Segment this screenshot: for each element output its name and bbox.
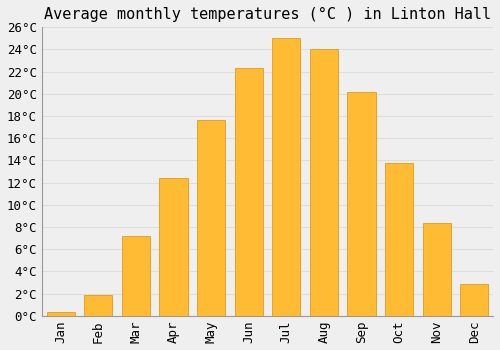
Bar	[84, 295, 112, 316]
Bar	[460, 284, 488, 316]
Bar	[348, 92, 376, 316]
Bar	[234, 68, 262, 316]
Title: Average monthly temperatures (°C ) in Linton Hall: Average monthly temperatures (°C ) in Li…	[44, 7, 491, 22]
Bar	[385, 163, 413, 316]
Bar	[46, 312, 74, 316]
Bar	[160, 178, 188, 316]
Bar	[197, 120, 225, 316]
Bar	[272, 38, 300, 316]
Bar	[422, 223, 451, 316]
Bar	[122, 236, 150, 316]
Bar	[310, 49, 338, 316]
